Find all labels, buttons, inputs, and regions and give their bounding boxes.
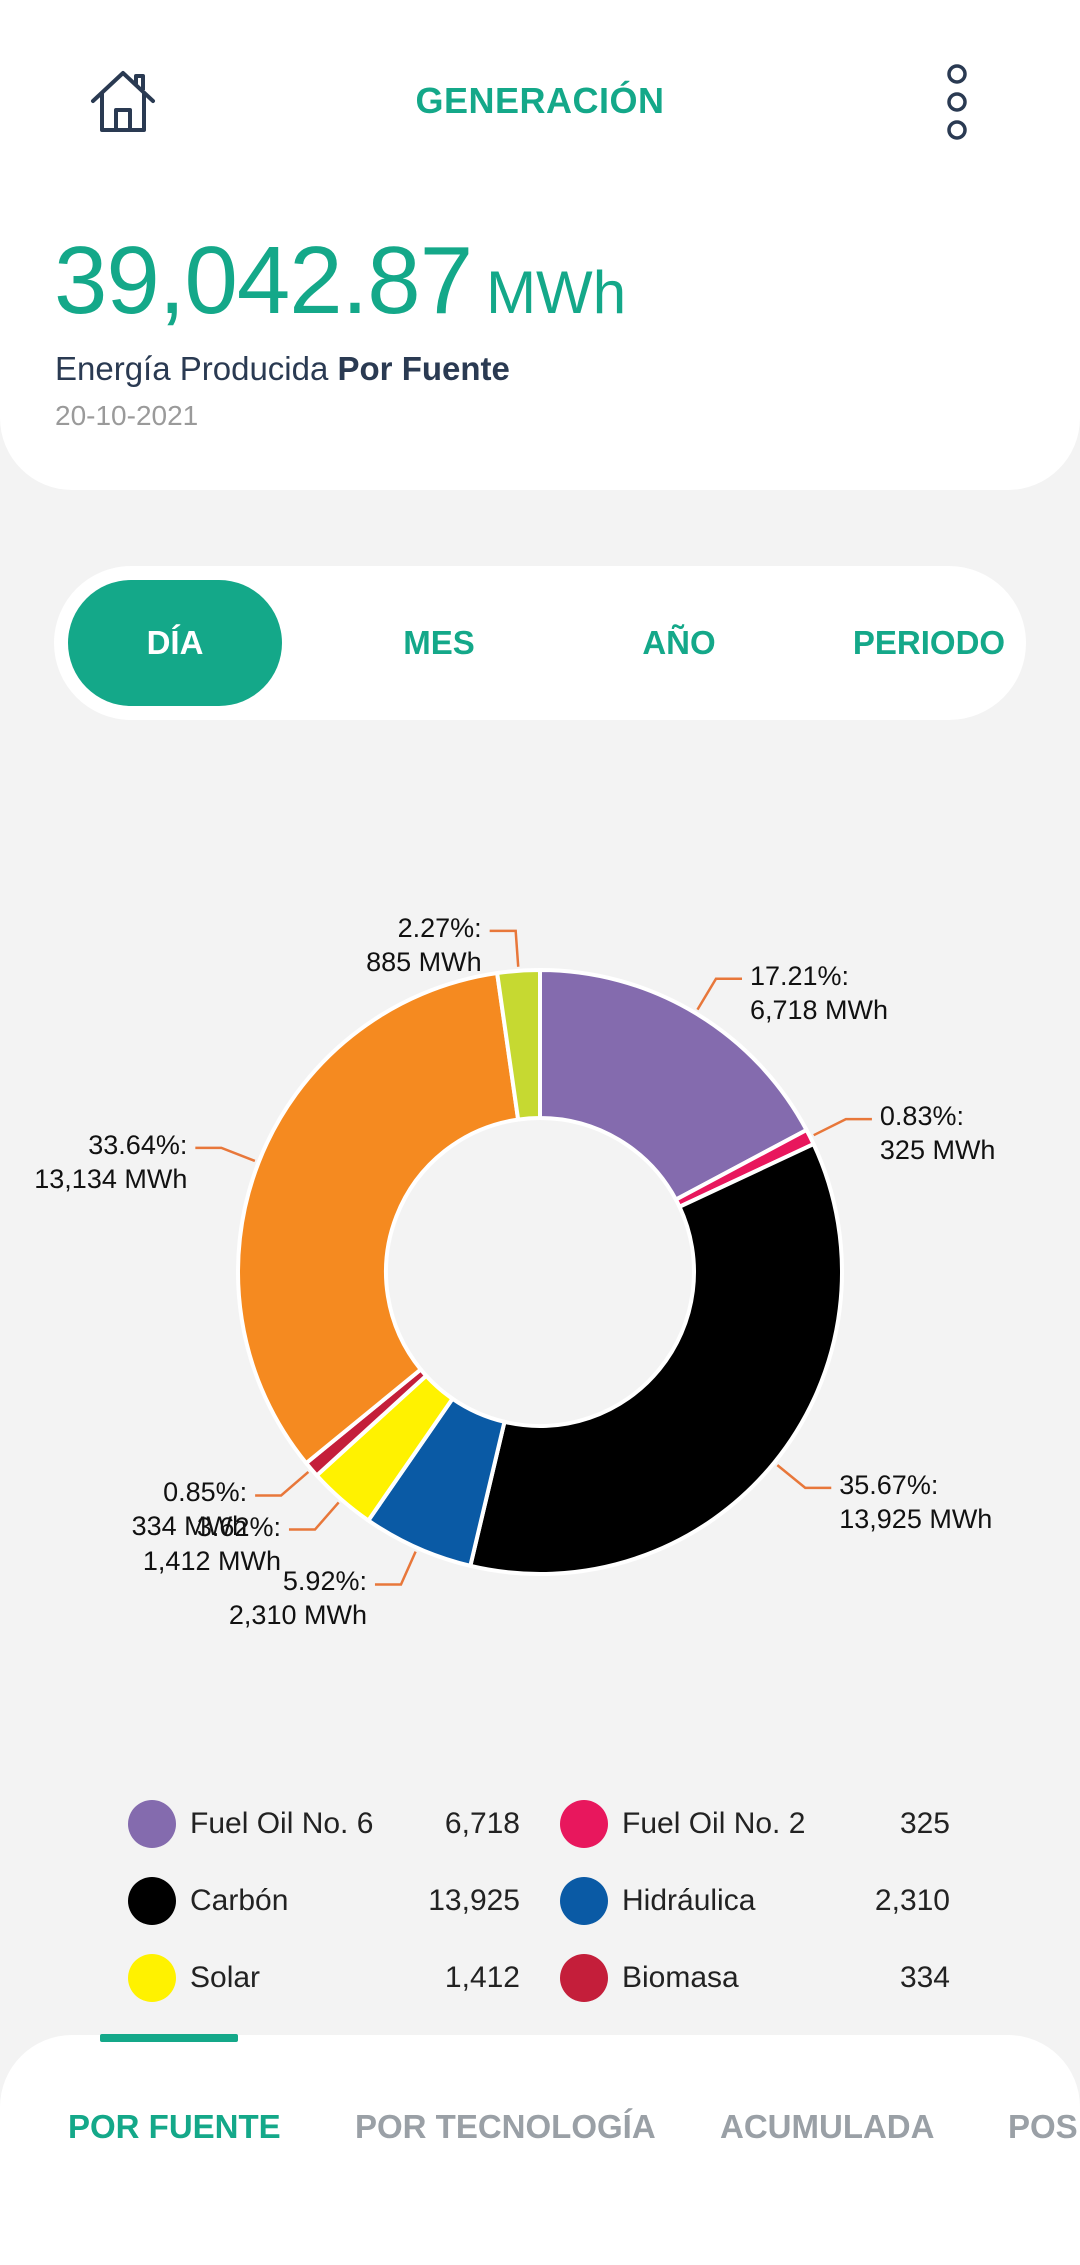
slice-label: 0.83%: 325 MWh (880, 1099, 996, 1167)
legend-item: Solar 1,412 (128, 1954, 520, 2002)
donut-slice (236, 970, 521, 1466)
slice-percent-label: 35.67%: (839, 1469, 939, 1500)
total-value: 39,042.87 (54, 227, 473, 334)
legend-color-dot (560, 1877, 608, 1925)
legend-name: Fuel Oil No. 6 (190, 1807, 374, 1840)
tab-por-fuente[interactable]: POR FUENTE (68, 2108, 281, 2145)
slice-value-label: 13,134 MWh (34, 1163, 188, 1194)
legend-item: Carbón 13,925 (128, 1877, 520, 1925)
leader-line (255, 1471, 310, 1497)
slice-percent-label: 33.64%: (88, 1129, 188, 1160)
total-unit: MWh (486, 259, 627, 326)
page-title: GENERACIÓN (415, 80, 665, 121)
header-card: GENERACIÓN 39,042.87 MWh Energía Produci… (0, 0, 1080, 490)
donut-slice (467, 1141, 844, 1576)
legend-color-dot (560, 1954, 608, 2002)
date-label: 20-10-2021 (55, 400, 199, 431)
slice-label: 0.85%: 334 MWh (132, 1475, 248, 1543)
legend-value: 13,925 (428, 1884, 520, 1917)
slice-label: 3.62%: 1,412 MWh (143, 1510, 281, 1578)
home-icon (91, 71, 155, 132)
legend-name: Hidráulica (622, 1884, 756, 1917)
legend-color-dot (128, 1954, 176, 2002)
tab-dia[interactable]: DÍA (68, 580, 282, 706)
leader-line (374, 1551, 417, 1586)
total-energy: 39,042.87 MWh (54, 226, 626, 336)
legend-item: Fuel Oil No. 6 6,718 (128, 1800, 520, 1848)
slice-value-label: 13,925 MWh (839, 1503, 993, 1534)
legend-value: 2,310 (874, 1884, 950, 1917)
legend-name: Carbón (190, 1884, 289, 1917)
tab-mes[interactable]: MES (403, 624, 475, 661)
leader-line (288, 1501, 340, 1531)
tab-periodo[interactable]: PERIODO (852, 624, 1006, 661)
slice-value-label: 1,412 MWh (142, 1545, 281, 1576)
tab-ano[interactable]: AÑO (642, 624, 716, 661)
active-tab-indicator (100, 2034, 238, 2042)
slice-label: 2.27%: 885 MWh (366, 911, 482, 979)
legend-name: Solar (190, 1961, 261, 1994)
legend-color-dot (128, 1800, 176, 1848)
leader-line (195, 1146, 256, 1163)
slice-value-label: 885 MWh (366, 946, 482, 977)
slice-percent-label: 2.27%: (397, 912, 482, 943)
slice-value-label: 6,718 MWh (749, 994, 889, 1025)
slice-value-label: 2,310 MWh (228, 1600, 367, 1631)
slice-label: 35.67%: 13,925 MWh (839, 1468, 992, 1536)
legend-value: 325 (899, 1807, 950, 1840)
tab-por-tecnologia[interactable]: POR TECNOLOGÍA (355, 2108, 656, 2145)
slice-percent-label: 5.92%: (282, 1566, 367, 1597)
leader-line (489, 929, 520, 967)
legend-item: Hidráulica 2,310 (560, 1877, 950, 1925)
legend-color-dot (128, 1877, 176, 1925)
donut-slice (494, 967, 542, 1122)
slice-percent-label: 3.62%: (196, 1511, 281, 1542)
slice-percent-label: 17.21%: (749, 960, 850, 991)
legend-value: 334 (899, 1961, 950, 1994)
slice-label: 33.64%: 13,134 MWh (34, 1128, 187, 1196)
subtitle: Energía Producida Por Fuente (55, 350, 510, 388)
legend-name: Biomasa (622, 1961, 739, 1994)
period-tabs: DÍA MES AÑO PERIODO (54, 566, 1026, 720)
slice-value-label: 334 MWh (131, 1511, 248, 1542)
donut-slice (538, 967, 810, 1203)
tab-acumulada[interactable]: ACUMULADA (720, 2108, 935, 2145)
slice-value-label: 325 MWh (879, 1135, 996, 1166)
legend-color-dot (560, 1800, 608, 1848)
donut-chart: 17.21%: 6,718 MWh 0.83%: 325 MWh 35.67%: 13,9… (0, 870, 1080, 1750)
home-button[interactable] (88, 68, 158, 134)
tab-pos[interactable]: POS (1008, 2108, 1078, 2145)
slice-label: 17.21%: 6,718 MWh (750, 959, 888, 1027)
legend-item: Fuel Oil No. 2 325 (560, 1800, 950, 1848)
legend-value: 1,412 (444, 1961, 520, 1994)
slice-percent-label: 0.83%: (879, 1101, 964, 1132)
legend-item: Biomasa 334 (560, 1954, 950, 2002)
slice-percent-label: 0.85%: (163, 1477, 248, 1508)
more-vertical-icon (947, 64, 967, 140)
subtitle-bold: Por Fuente (337, 350, 510, 387)
bottom-tab-bar: POR FUENTE POR TECNOLOGÍA ACUMULADA POS (0, 2035, 1080, 2265)
leader-line (696, 977, 742, 1011)
leader-line (813, 1117, 872, 1137)
subtitle-prefix: Energía Producida (55, 350, 338, 387)
legend-value: 6,718 (444, 1807, 520, 1840)
more-menu-button[interactable] (942, 64, 972, 140)
slice-label: 5.92%: 2,310 MWh (229, 1564, 367, 1632)
leader-line (776, 1464, 832, 1490)
donut-svg (195, 929, 872, 1586)
legend-name: Fuel Oil No. 2 (622, 1807, 806, 1840)
